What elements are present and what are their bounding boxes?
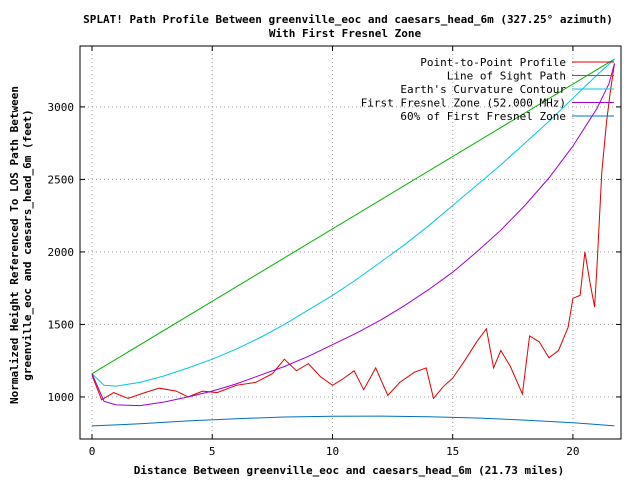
legend-label-2: Line of Sight Path (447, 70, 566, 83)
series-line-4 (91, 63, 615, 407)
legend-label-3: Earth's Curvature Contour (400, 83, 566, 96)
x-tick-label: 0 (89, 445, 96, 458)
series-line-3 (91, 58, 615, 387)
x-axis-label: Distance Between greenville_eoc and caes… (134, 464, 564, 477)
grid-layer (80, 46, 621, 439)
y-tick-label: 1500 (48, 318, 75, 331)
legend-label-4: First Fresnel Zone (52.000 MHz) (361, 97, 566, 110)
y-tick-label: 2500 (48, 173, 75, 186)
y-axis-label-line-1: Normalized Height Referenced To LOS Path… (8, 86, 21, 404)
x-tick-label: 15 (446, 445, 459, 458)
chart-title: SPLAT! Path Profile Between greenville_e… (83, 13, 613, 26)
tick-layer: 0 5 10 15 20 1000 1500 2000 2500 3000 (48, 46, 621, 458)
y-tick-label: 3000 (48, 101, 75, 114)
x-tick-label: 10 (326, 445, 339, 458)
series-layer (91, 58, 615, 427)
chart-subtitle: With First Fresnel Zone (269, 27, 422, 40)
y-tick-label: 2000 (48, 246, 75, 259)
legend-label-1: Point-to-Point Profile (420, 56, 566, 69)
series-line-5 (91, 415, 615, 427)
y-tick-label: 1000 (48, 391, 75, 404)
x-tick-label: 5 (209, 445, 216, 458)
series-line-2 (91, 58, 615, 375)
series-line-1 (91, 63, 615, 401)
x-tick-label: 20 (566, 445, 579, 458)
plot-frame (79, 45, 622, 440)
y-axis-label-line-2: greenville_eoc and caesars_head_6m (feet… (21, 109, 34, 381)
legend-label-5: 60% of First Fresnel Zone (400, 110, 566, 123)
